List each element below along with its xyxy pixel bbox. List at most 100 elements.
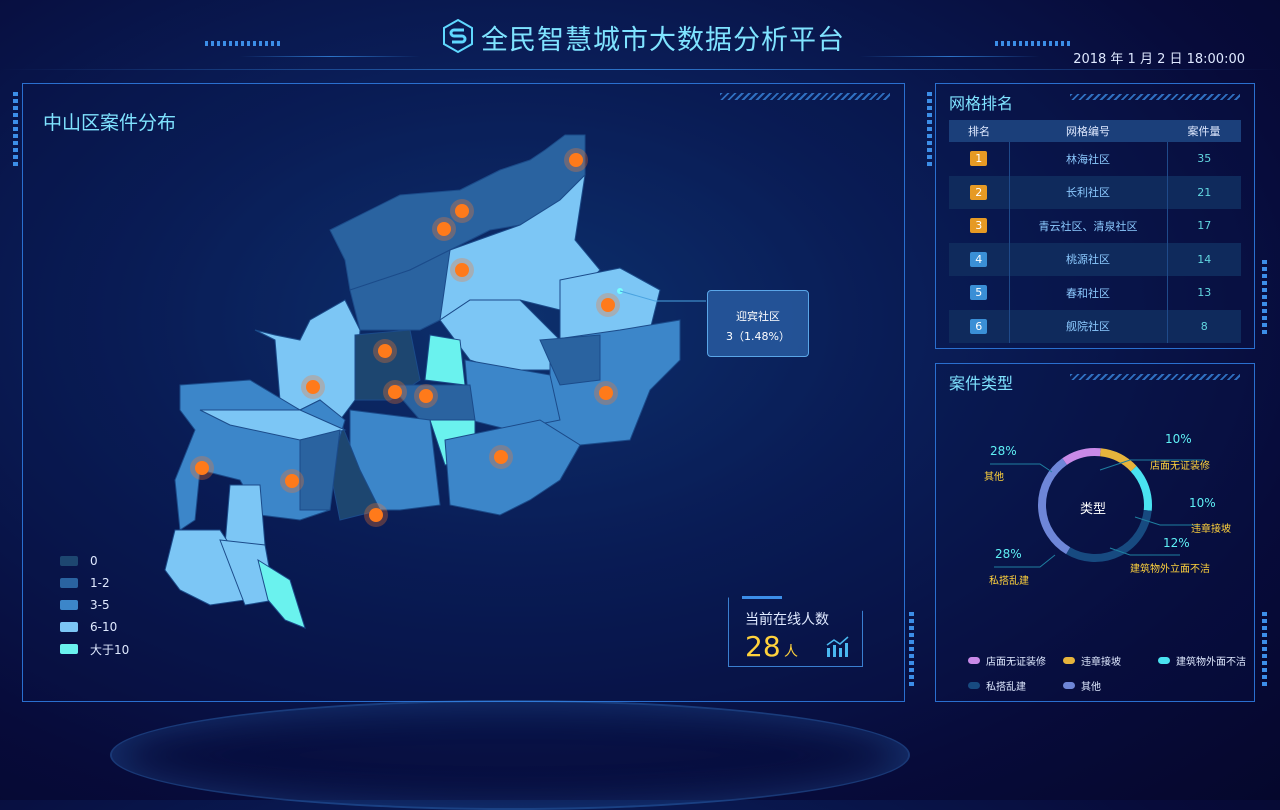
case-count: 17 [1197,219,1212,233]
donut-slice[interactable] [1099,448,1137,472]
case-hotspot-marker[interactable] [285,474,299,488]
legend-label: 其他 [1081,682,1101,693]
case-hotspot-marker[interactable] [455,263,469,277]
online-unit: 人 [784,644,798,660]
legend-swatch [60,556,78,566]
donut-slice[interactable] [1062,448,1101,465]
legend-label: 建筑物外面不洁 [1176,657,1246,668]
bar-chart-trend-icon [826,636,849,657]
grid-name: 青云社区、清泉社区 [1008,209,1168,243]
grid-name: 舰院社区 [1008,309,1168,343]
table-row[interactable]: 2 长利社区 21 [949,175,1241,209]
grid-name: 长利社区 [1008,175,1168,209]
header-decoration [205,41,280,46]
case-hotspot-marker[interactable] [599,386,613,400]
slice-label-slope: 违章接坡 [1191,524,1231,535]
legend-label: 0 [90,554,98,568]
donut-legend-item[interactable]: 违章接坡 [1063,653,1158,668]
side-decoration [1262,260,1267,335]
slice-label-facade: 建筑物外立面不洁 [1130,564,1210,575]
side-decoration [927,92,932,167]
legend-item[interactable]: 0 [60,550,129,572]
donut-leader-lines [990,459,1205,568]
case-hotspot-marker[interactable] [455,204,469,218]
card-decoration [742,596,782,599]
side-decoration [909,612,914,687]
case-hotspot-marker[interactable] [601,298,615,312]
legend-swatch [968,682,980,689]
header-decoration [860,56,1040,57]
table-row[interactable]: 6 舰院社区 8 [949,309,1241,343]
platform-glow [110,700,910,810]
legend-label: 私搭乱建 [986,682,1026,693]
case-types-title: 案件类型 [949,374,1014,393]
donut-legend-item[interactable]: 其他 [1063,678,1158,693]
legend-swatch [60,622,78,632]
legend-item[interactable]: 1-2 [60,572,129,594]
tooltip-value: 3（1.48%） [726,330,790,343]
legend-item[interactable]: 3-5 [60,594,129,616]
column-header: 案件量 [1167,120,1241,142]
case-hotspot-marker[interactable] [437,222,451,236]
legend-swatch [60,644,78,654]
legend-label: 店面无证装修 [986,657,1046,668]
map-region [444,419,581,516]
donut-legend-item[interactable]: 店面无证装修 [968,653,1063,668]
map-region [424,334,466,386]
slice-label-shop: 店面无证装修 [1150,461,1210,472]
donut-center-label: 类型 [1079,502,1106,517]
header-decoration [995,41,1070,46]
legend-item[interactable]: 大于10 [60,638,129,660]
panel-decoration [1070,94,1240,100]
online-users-card [728,597,863,667]
legend-swatch [1063,682,1075,689]
case-hotspot-marker[interactable] [369,508,383,522]
slice-percent-slope: 10% [1189,496,1216,510]
legend-label: 3-5 [90,598,110,612]
ranking-table: 排名 网格编号 案件量 1 林海社区 35 2 长利社区 21 3 青云社区、清泉社区 17 4 桃… [949,120,1241,343]
legend-label: 6-10 [90,620,118,634]
case-hotspot-marker[interactable] [569,153,583,167]
rank-badge: 6 [970,318,988,334]
column-header: 网格编号 [1009,120,1167,142]
ranking-title: 网格排名 [949,94,1014,113]
online-count: 28 [745,630,781,663]
case-hotspot-marker[interactable] [388,385,402,399]
rank-badge: 4 [970,251,988,267]
table-row[interactable]: 3 青云社区、清泉社区 17 [949,209,1241,243]
case-hotspot-marker[interactable] [195,461,209,475]
donut-legend-item[interactable]: 建筑物外面不洁 [1158,653,1248,668]
side-decoration [13,92,18,167]
table-row[interactable]: 4 桃源社区 14 [949,242,1241,276]
donut-slice[interactable] [1066,509,1152,562]
case-count: 8 [1167,309,1241,343]
s-hexagon-logo-icon [443,18,473,54]
legend-label: 违章接坡 [1081,657,1121,668]
legend-item[interactable]: 6-10 [60,616,129,638]
table-row[interactable]: 5 春和社区 13 [949,276,1241,310]
donut-legend: 店面无证装修 违章接坡 建筑物外面不洁私搭乱建 其他 [968,653,1248,693]
donut-slice[interactable] [1130,465,1152,511]
case-type-donut [1038,448,1152,562]
case-count: 35 [1197,152,1212,166]
table-row[interactable]: 1 林海社区 35 [949,142,1241,176]
case-hotspot-marker[interactable] [306,380,320,394]
donut-slice[interactable] [1038,458,1071,555]
panel-decoration [720,93,890,100]
grid-name: 林海社区 [1008,142,1168,176]
column-header: 排名 [949,120,1009,142]
case-count: 21 [1167,175,1241,209]
page-title: 全民智慧城市大数据分析平台 [481,25,845,56]
case-hotspot-marker[interactable] [419,389,433,403]
case-hotspot-marker[interactable] [494,450,508,464]
rank-badge: 3 [970,218,988,234]
rank-badge: 5 [970,285,988,301]
donut-legend-item[interactable]: 私搭乱建 [968,678,1063,693]
case-count: 13 [1197,286,1212,300]
slice-percent-illegal: 28% [995,547,1022,561]
legend-swatch [1063,657,1075,664]
legend-label: 大于10 [90,642,130,657]
case-hotspot-marker[interactable] [378,344,392,358]
legend-swatch [60,600,78,610]
panel-decoration [1070,374,1240,380]
